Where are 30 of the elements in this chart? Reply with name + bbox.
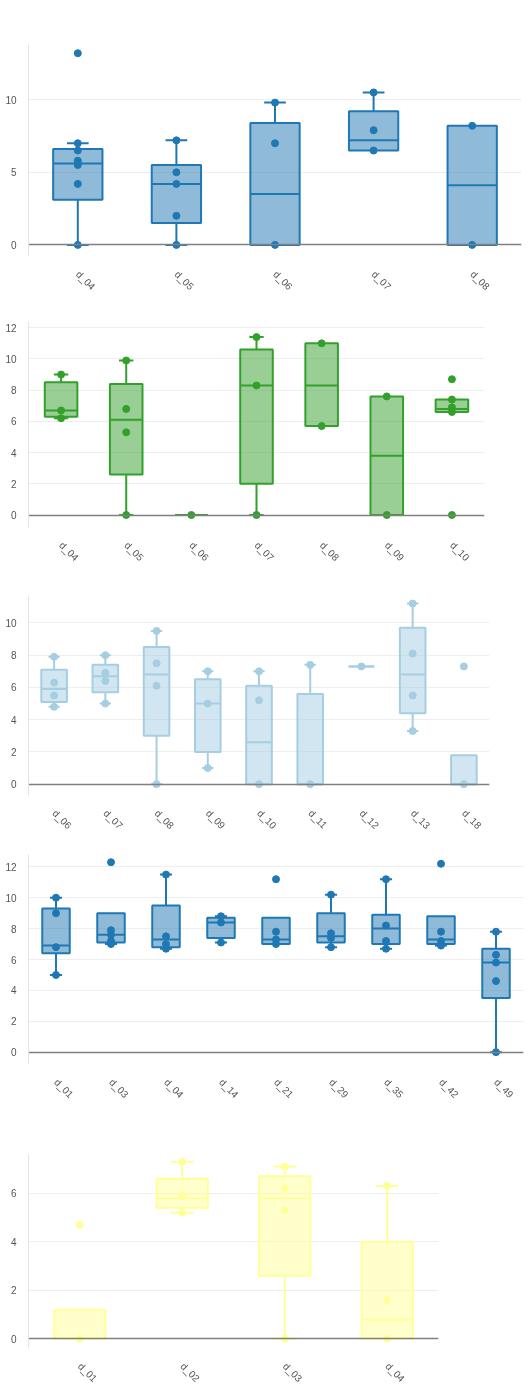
y-tick-label: 2 [10,478,17,490]
y-tick-label: 12 [5,322,17,334]
y-tick-label: 5 [10,167,17,179]
x-tick-label: d_07 [369,268,394,293]
y-tick-label: 2 [10,746,17,758]
y-tick-label: 6 [10,954,17,966]
y-tick-label: 6 [10,1188,17,1200]
y-tick-label: 8 [10,923,17,935]
y-tick-label: 2 [10,1016,17,1028]
y-tick-label: 12 [5,861,17,873]
y-tick-label: 10 [5,892,17,904]
y-tick-label: 10 [5,94,17,106]
y-tick-label: 6 [10,416,17,428]
y-tick-label: 10 [5,617,17,629]
y-tick-label: 2 [10,1285,17,1297]
y-tick-label: 0 [10,779,17,791]
y-tick-label: 0 [10,510,17,522]
y-tick-label: 4 [10,1236,17,1248]
y-tick-label: 0 [10,239,17,251]
y-tick-label: 4 [10,447,17,459]
y-tick-label: 4 [10,985,17,997]
y-tick-label: 8 [10,385,17,397]
x-tick-label: d_07 [101,807,126,832]
y-tick-label: 0 [10,1333,17,1345]
x-tick-label: d_07 [252,539,277,564]
y-tick-label: 0 [10,1047,17,1059]
y-tick-label: 4 [10,714,17,726]
y-tick-label: 6 [10,682,17,694]
y-tick-label: 8 [10,650,17,662]
y-tick-label: 10 [5,353,17,365]
